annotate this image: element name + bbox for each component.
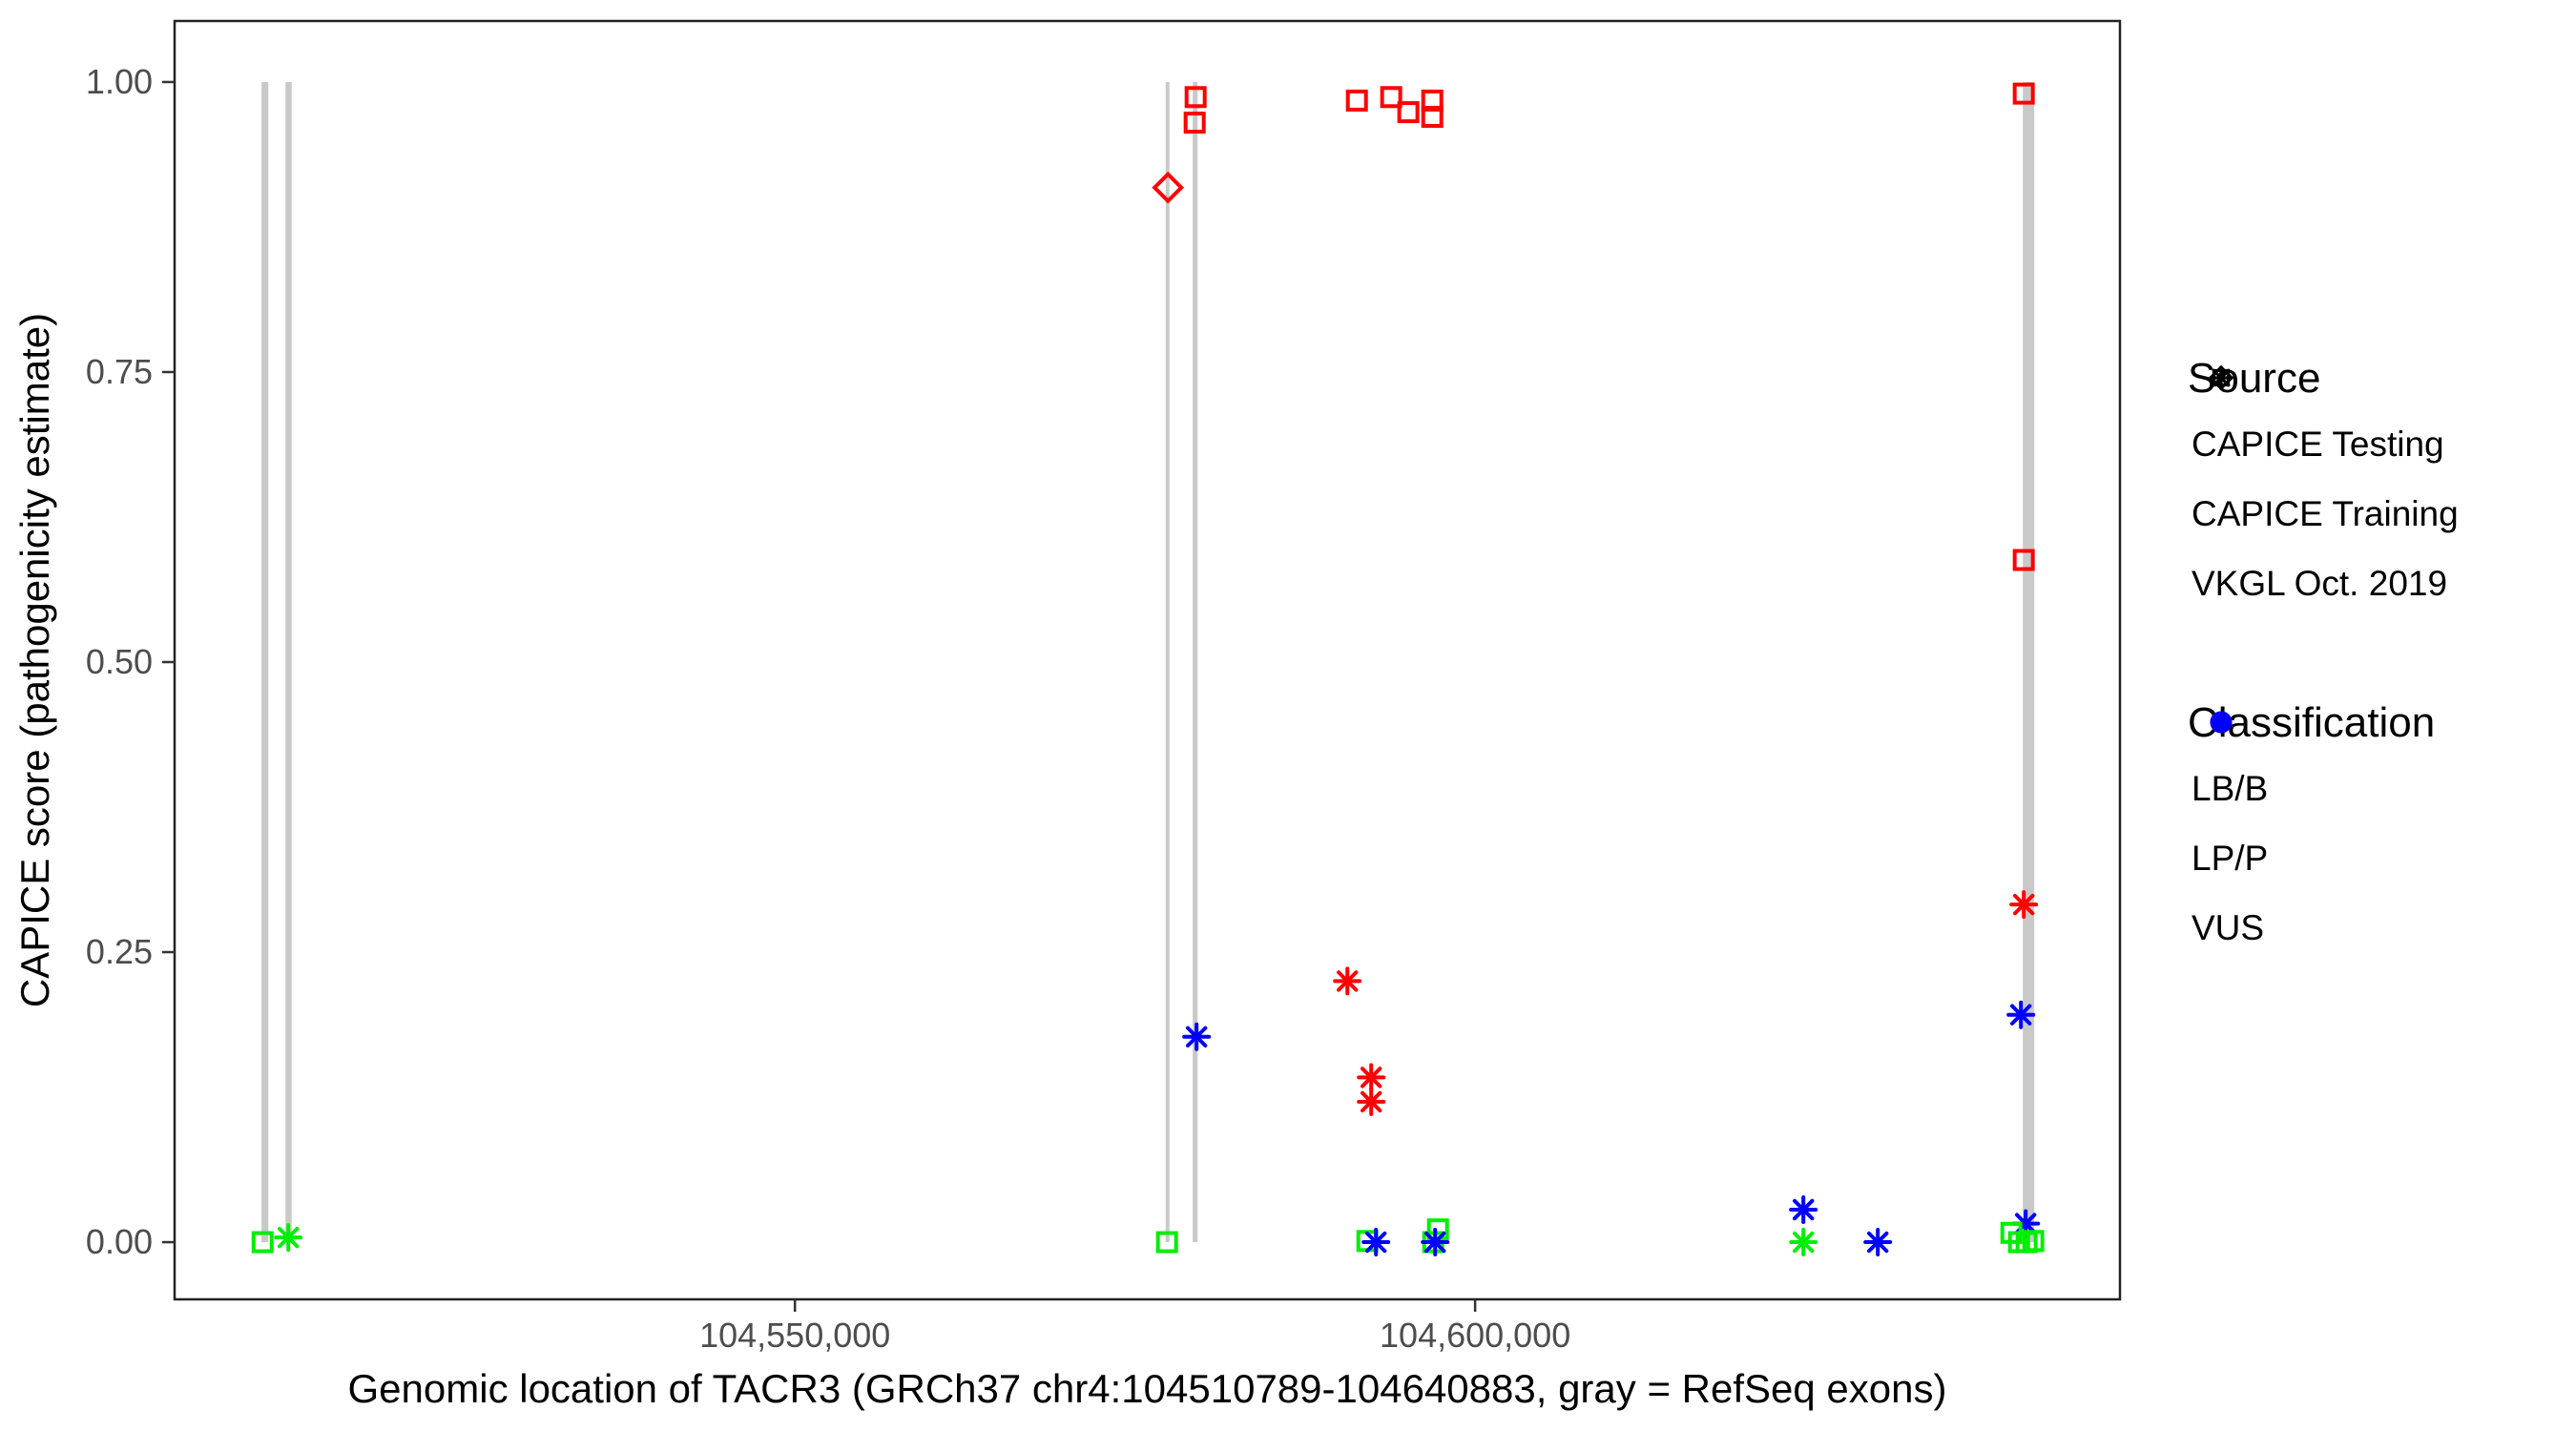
capice-training-point [1421,105,1444,128]
capice-training-point [1380,86,1402,109]
legend-item-label: LP/P [2192,838,2269,878]
x-tick-label: 104,600,000 [1380,1316,1570,1355]
exon-bar [1193,81,1198,1243]
legend-source: Source CAPICE Testing CAPICE Training VKG… [2188,354,2576,618]
capice-training-point [2012,82,2035,105]
dot-icon [2210,711,2233,734]
legend-item-lp-p: LP/P [2188,711,2576,893]
legend-item-vus: VUS [2188,711,2576,963]
y-axis-title: CAPICE score (pathogenicity estimate) [12,312,57,1008]
vkgl-point [1333,966,1362,996]
capice-testing-point [1152,171,1184,204]
x-axis-title: Genomic location of TACR3 (GRCh37 chr4:1… [347,1366,1947,1411]
legend-item-capice-training: CAPICE Training [2188,368,2576,549]
vkgl-point [1182,1022,1212,1051]
vkgl-point [2009,890,2039,920]
exon-bar [285,81,292,1243]
legend-item-lb-b: LB/B [2188,711,2576,823]
vkgl-point [1863,1228,1893,1257]
legend-item-label: VKGL Oct. 2019 [2192,563,2448,603]
legend-item-capice-testing: CAPICE Testing [2188,364,2576,479]
capice-training-point [2012,549,2035,571]
capice-training-point [1184,86,1207,109]
capice-training-point [1426,1218,1449,1241]
legend-item-label: CAPICE Training [2192,493,2459,533]
legend-item-vkgl-oct-2019: VKGL Oct. 2019 [2188,365,2576,618]
legend-classification: Classification LB/B LP/P VUS [2188,698,2576,963]
capice-training-point [2022,1230,2045,1253]
y-tick-label: 0.25 [86,932,153,971]
panel-border [173,19,2122,1301]
capice-training-point [1345,89,1368,112]
capice-training-point [1183,112,1206,135]
y-tick-label: 0.50 [86,642,153,681]
vkgl-point [1789,1228,1818,1257]
legend-item-label: VUS [2192,907,2265,947]
vkgl-point [2006,1000,2036,1029]
asterisk-icon [2209,365,2233,390]
legend-item-label: LB/B [2192,768,2269,808]
exon-bar [1165,81,1170,1243]
x-tick-label: 104,550,000 [699,1316,890,1355]
vkgl-point [1421,1228,1450,1257]
capice-training-point [1155,1231,1178,1254]
vkgl-point [1789,1194,1818,1224]
capice-training-point [1397,101,1420,124]
vkgl-point [1361,1228,1391,1257]
vkgl-point [274,1223,303,1253]
exon-bar [2023,81,2035,1243]
y-tick-label: 1.00 [86,62,153,101]
exon-bar [261,81,269,1243]
vkgl-point [1357,1087,1386,1116]
legend-item-label: CAPICE Testing [2192,424,2444,464]
y-tick-label: 0.00 [86,1222,153,1261]
capice-training-point [251,1231,274,1254]
y-tick-label: 0.75 [86,352,153,391]
vkgl-point [1357,1063,1386,1092]
